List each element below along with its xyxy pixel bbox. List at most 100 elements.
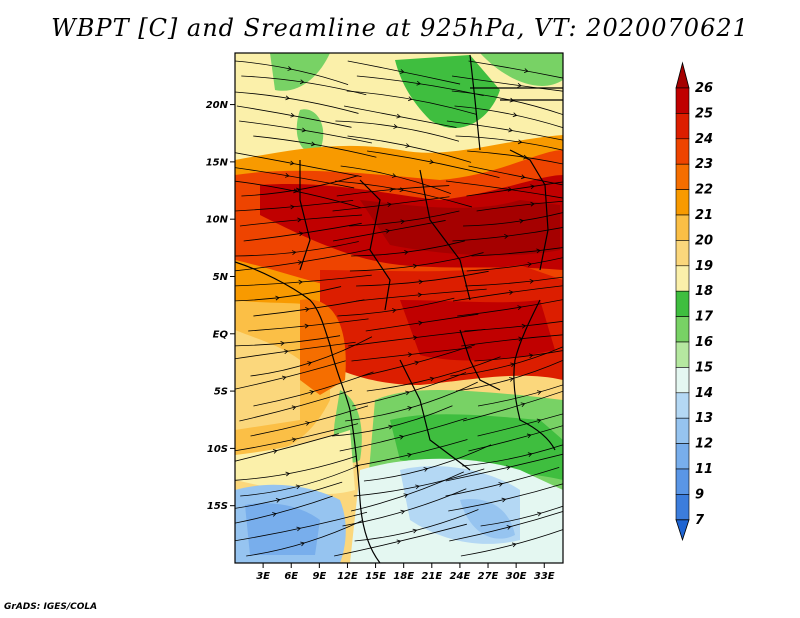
streamline-arrow: [289, 160, 295, 166]
streamline-arrow: [391, 308, 397, 313]
latitude-axis: 20N 15N 10N 5N EQ 5S 10S 15S: [206, 100, 235, 512]
streamline-arrow: [418, 279, 424, 285]
streamline-arrow: [272, 449, 278, 454]
streamline-arrow: [536, 248, 541, 254]
map-title: WBPT [C] and Sreamline at 925hPa, VT: 20…: [51, 14, 749, 42]
streamline-arrow: [407, 452, 412, 458]
streamline-arrow: [404, 250, 409, 255]
streamline-arrow: [509, 97, 515, 103]
streamline-arrow: [290, 204, 295, 210]
lon-tick-label: 12E: [337, 571, 358, 582]
streamline-arrow: [400, 69, 405, 74]
lat-tick-label: 20N: [206, 100, 229, 111]
streamline-arrow: [304, 323, 310, 329]
streamline-arrow: [280, 340, 285, 346]
lat-tick-label: 5S: [214, 387, 228, 398]
streamline-arrow: [388, 424, 393, 430]
streamline-arrow: [385, 228, 391, 234]
streamline-arrow: [412, 335, 418, 341]
streamline-arrow: [523, 68, 529, 74]
streamline-arrow: [284, 349, 289, 354]
streamline-arrow: [418, 320, 423, 326]
streamline-arrow: [393, 124, 398, 129]
streamline-arrow: [519, 218, 524, 224]
lon-tick-label: 18E: [393, 571, 414, 582]
streamline-arrow: [407, 96, 413, 102]
colorbar-label: 25: [695, 106, 713, 121]
colorbar-label: 24: [695, 132, 713, 147]
streamline-arrow: [275, 498, 281, 503]
coastlines: [235, 54, 563, 563]
colorbar-segment: [675, 240, 690, 267]
map-frame: [234, 52, 564, 564]
streamline-arrow: [307, 361, 312, 366]
map-field: [235, 53, 563, 563]
streamline-arrow: [423, 467, 429, 472]
streamline-arrow: [297, 260, 303, 265]
streamline-arrow: [417, 292, 423, 298]
lat-tick-label: 10N: [206, 215, 229, 226]
streamline-arrow: [504, 234, 509, 239]
colorbar-segment: [675, 163, 690, 190]
lon-tick-label: 33E: [534, 571, 555, 582]
colorbar-label: 15: [695, 360, 713, 375]
streamline-arrow: [517, 139, 523, 145]
colorbar-segment: [675, 494, 690, 521]
streamline-arrow: [396, 539, 402, 545]
streamline-arrow: [275, 295, 280, 301]
colorbar-label: 14: [695, 386, 713, 401]
streamline-arrow: [414, 360, 420, 366]
streamline-arrow: [299, 79, 305, 85]
streamline-arrow: [391, 173, 397, 178]
colorbar-label: 13: [695, 411, 713, 426]
streamline-arrow: [305, 307, 310, 312]
colorbar-label: 21: [695, 208, 713, 223]
colorbar: 26 25 24 23 22 21 20 19 18 17 16 15 14 13 12 11 9 7: [675, 61, 714, 542]
colorbar-segment: [675, 443, 690, 470]
colorbar-label: 17: [695, 310, 714, 325]
streamline-arrow: [508, 290, 514, 295]
colorbar-label: 20: [695, 233, 713, 248]
streamline-arrow: [310, 141, 316, 147]
streamline-arrow: [536, 418, 542, 424]
streamline-arrow: [298, 279, 303, 285]
streamline-arrow: [287, 66, 293, 71]
streamline-arrow: [407, 406, 413, 411]
streamline-arrow: [526, 433, 532, 439]
colorbar-label: 7: [695, 513, 705, 528]
streamline-arrow: [400, 219, 406, 225]
lon-tick-label: 15E: [365, 571, 386, 582]
streamline-arrow: [416, 80, 422, 86]
streamline-arrow: [309, 390, 315, 395]
colorbar-label: 12: [695, 437, 713, 452]
streamline-arrow: [517, 305, 522, 311]
streamline-arrow: [400, 509, 406, 515]
colorbar-segment: [675, 290, 690, 317]
streamline-arrow: [536, 390, 542, 395]
streamline-arrow: [405, 390, 410, 396]
streamline-arrow: [405, 143, 411, 148]
colorbar-top-arrow: [675, 61, 690, 89]
colorbar-segment: [675, 316, 690, 343]
lon-tick-label: 3E: [256, 571, 270, 582]
footer-credit: GrADS: IGES/COLA: [4, 602, 98, 612]
streamline-arrow: [528, 353, 534, 359]
streamline-arrow: [520, 402, 526, 407]
colorbar-segment: [675, 367, 690, 394]
streamline-arrow: [305, 421, 311, 426]
colorbar-segment: [675, 341, 690, 368]
longitude-axis: 3E 6E 9E 12E 15E 18E 21E 24E 27E 30E 33E: [256, 563, 555, 582]
streamline-arrow: [285, 173, 290, 178]
streamline-arrow: [301, 127, 307, 133]
streamline-arrow: [412, 263, 418, 269]
streamline-arrow: [521, 323, 527, 329]
colorbar-segment: [675, 87, 690, 114]
streamline-arrow: [291, 405, 297, 411]
streamline-arrow: [530, 184, 535, 190]
streamline-arrow: [429, 159, 435, 165]
streamline-arrow: [509, 377, 514, 382]
streamline-arrow: [298, 231, 304, 237]
streamline-arrow: [415, 484, 420, 490]
streamline-arrow: [272, 512, 277, 517]
